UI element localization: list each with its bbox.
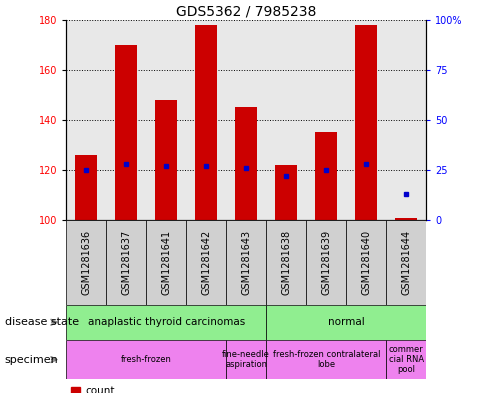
Text: normal: normal [328,317,365,327]
Bar [395,218,417,220]
Bar [226,220,266,305]
Text: GSM1281638: GSM1281638 [281,230,291,295]
Title: GDS5362 / 7985238: GDS5362 / 7985238 [176,4,317,18]
Bar [235,107,257,220]
Text: anaplastic thyroid carcinomas: anaplastic thyroid carcinomas [88,317,245,327]
Bar [66,340,226,379]
Text: GSM1281644: GSM1281644 [401,230,411,295]
Bar [266,305,426,340]
Bar [226,340,266,379]
Bar [195,25,217,220]
Bar [355,25,377,220]
Text: GSM1281640: GSM1281640 [361,230,371,295]
Bar [386,220,426,305]
Text: fine-needle
aspiration: fine-needle aspiration [222,350,270,369]
Bar [346,220,386,305]
Text: GSM1281639: GSM1281639 [321,230,331,295]
Text: fresh-frozen contralateral
lobe: fresh-frozen contralateral lobe [272,350,380,369]
Legend: count, percentile rank within the sample: count, percentile rank within the sample [72,386,261,393]
Bar [75,155,97,220]
Bar [275,165,297,220]
Bar [315,132,337,220]
Bar [66,220,106,305]
Text: disease state: disease state [5,317,79,327]
Text: GSM1281641: GSM1281641 [161,230,171,295]
Bar [266,220,306,305]
Bar [106,220,146,305]
Text: commer
cial RNA
pool: commer cial RNA pool [389,345,424,375]
Bar [115,45,137,220]
Bar [146,220,186,305]
Bar [266,340,386,379]
Bar [66,305,266,340]
Text: GSM1281643: GSM1281643 [241,230,251,295]
Bar [155,100,177,220]
Bar [306,220,346,305]
Text: GSM1281636: GSM1281636 [81,230,91,295]
Text: specimen: specimen [5,354,59,365]
Text: fresh-frozen: fresh-frozen [121,355,172,364]
Bar [386,340,426,379]
Bar [186,220,226,305]
Text: GSM1281637: GSM1281637 [121,230,131,295]
Text: GSM1281642: GSM1281642 [201,230,211,295]
